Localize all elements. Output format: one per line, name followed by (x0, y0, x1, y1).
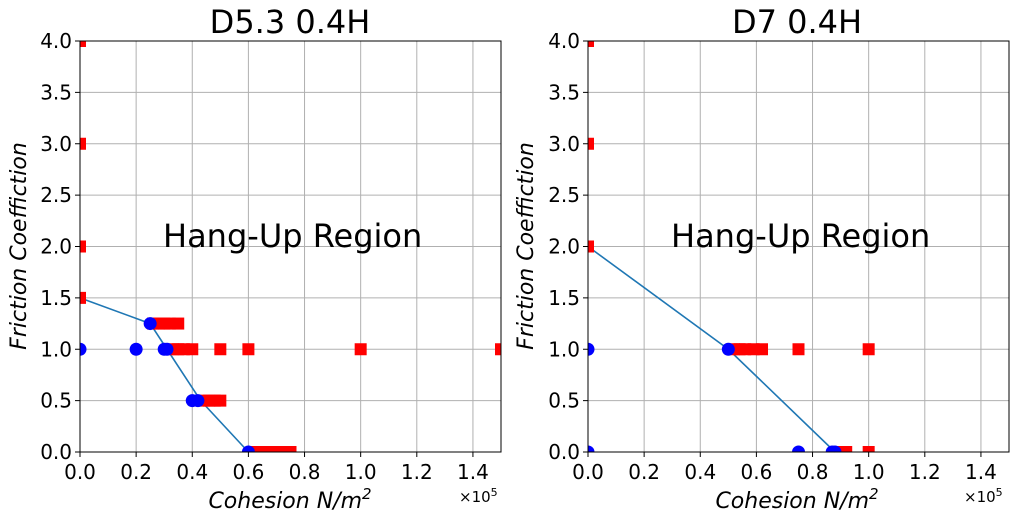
annotation-right: Hang-Up Region (671, 217, 930, 255)
x-axis-label-text-left: Cohesion N/m (208, 489, 362, 514)
y-tick-label: 2.0 (548, 235, 580, 259)
x-tick-label: 1.0 (853, 460, 885, 484)
y-tick-label: 1.0 (548, 337, 580, 361)
data-point-circle (828, 445, 842, 452)
data-point-square (214, 343, 227, 356)
y-tick-label: 2.5 (40, 183, 72, 207)
data-point-square (756, 343, 769, 356)
x-offset-right: ×105 (964, 486, 1003, 506)
y-tick-label: 3.5 (548, 80, 580, 104)
y-tick-label: 1.5 (40, 286, 72, 310)
data-point-circle (588, 342, 595, 356)
x-axis-label-sup-right: 2 (869, 485, 879, 503)
x-tick-label: 0.2 (628, 460, 660, 484)
data-point-square (588, 41, 594, 47)
y-tick-label: 4.0 (548, 29, 580, 53)
data-point-square (840, 446, 853, 452)
chart-left: 0.0 0.2 0.4 0.6 0.8 1.0 1.2 1.4 0.0 0.5 1.0 1.5 2.0 2… (7, 3, 502, 514)
data-point-square (588, 240, 594, 253)
y-tick-label: 0.5 (40, 389, 72, 413)
x-tick-label: 0.6 (740, 460, 772, 484)
data-point-circle (129, 342, 143, 356)
x-tick-label: 0.8 (289, 460, 321, 484)
data-point-square (214, 394, 227, 407)
ticks-right: 0.0 0.2 0.4 0.6 0.8 1.0 1.2 1.4 0.0 0.5 1.0 1.5 2.0 2… (548, 29, 997, 484)
ticks-left: 0.0 0.2 0.4 0.6 0.8 1.0 1.2 1.4 0.0 0.5 1.0 1.5 2.0 2… (40, 29, 489, 484)
y-tick-label: 0.0 (40, 440, 72, 464)
x-axis-label-right: Cohesion N/m2 (715, 485, 878, 514)
annotation-left: Hang-Up Region (163, 217, 422, 255)
data-point-circle (792, 445, 805, 452)
y-tick-label: 2.0 (40, 235, 72, 259)
x-tick-label: 0.6 (232, 460, 264, 484)
x-axis-label-left: Cohesion N/m2 (208, 485, 371, 514)
y-axis-label-left: Friction Coeffiction (7, 142, 32, 350)
x-tick-label: 1.0 (345, 460, 377, 484)
y-tick-label: 1.0 (40, 337, 72, 361)
data-point-square (172, 317, 185, 330)
data-point-square (80, 240, 86, 253)
y-tick-label: 3.0 (40, 132, 72, 156)
y-tick-label: 0.5 (548, 389, 580, 413)
data-point-circle (241, 445, 255, 452)
x-tick-label: 1.2 (401, 460, 433, 484)
data-point-square (588, 137, 594, 150)
data-point-square (284, 446, 297, 452)
data-point-square (354, 343, 367, 356)
data-point-square (276, 446, 289, 452)
points-right (588, 41, 875, 452)
data-point-circle (191, 394, 205, 408)
x-offset-sup-right: 5 (996, 486, 1003, 499)
data-point-square (792, 343, 805, 356)
data-point-square (495, 343, 501, 356)
x-offset-text-right: ×10 (964, 488, 996, 506)
data-point-square (80, 41, 86, 47)
x-tick-label: 1.4 (965, 460, 997, 484)
data-point-square (186, 343, 199, 356)
y-tick-label: 2.5 (548, 183, 580, 207)
x-tick-label: 0.4 (176, 460, 208, 484)
x-tick-label: 1.4 (457, 460, 489, 484)
chart-right: 0.0 0.2 0.4 0.6 0.8 1.0 1.2 1.4 0.0 0.5 1.0 1.5 2.0 2… (514, 3, 1010, 514)
x-offset-sup-left: 5 (491, 486, 498, 499)
y-axis-label-right: Friction Coeffiction (514, 142, 539, 350)
chart-title-right: D7 0.4H (732, 3, 862, 41)
data-point-square (862, 343, 875, 356)
x-tick-label: 0.2 (120, 460, 152, 484)
y-tick-label: 3.0 (548, 132, 580, 156)
data-point-circle (588, 445, 595, 452)
data-point-square (80, 137, 86, 150)
data-point-circle (160, 342, 174, 356)
data-point-square (80, 291, 86, 304)
data-point-square (862, 446, 875, 452)
x-tick-label: 1.2 (909, 460, 941, 484)
chart-title-left: D5.3 0.4H (210, 3, 371, 41)
x-axis-label-text-right: Cohesion N/m (715, 489, 869, 514)
x-axis-label-sup-left: 2 (362, 485, 372, 503)
y-tick-label: 3.5 (40, 80, 72, 104)
x-tick-label: 0.0 (572, 460, 604, 484)
data-point-circle (143, 317, 157, 331)
y-tick-label: 1.5 (548, 286, 580, 310)
x-offset-text-left: ×10 (459, 488, 491, 506)
data-point-square (242, 343, 255, 356)
y-tick-label: 0.0 (548, 440, 580, 464)
x-tick-label: 0.8 (797, 460, 829, 484)
points-left (80, 41, 501, 452)
y-tick-label: 4.0 (40, 29, 72, 53)
data-point-square (256, 446, 269, 452)
x-offset-left: ×105 (459, 486, 498, 506)
data-point-circle (80, 342, 87, 356)
x-tick-label: 0.0 (64, 460, 96, 484)
data-point-circle (721, 342, 735, 356)
x-tick-label: 0.4 (684, 460, 716, 484)
